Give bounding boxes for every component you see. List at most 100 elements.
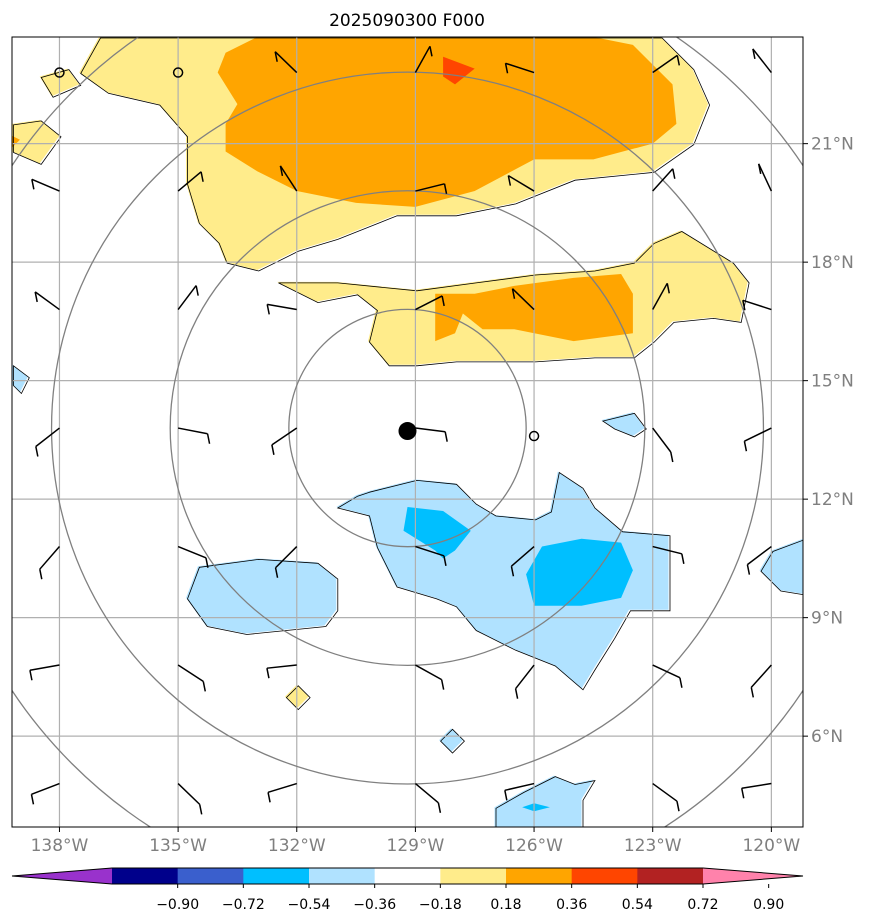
x-tick-label-4: 126°W bbox=[505, 836, 563, 856]
barb-shaft bbox=[415, 664, 443, 681]
colorbar-swatch-3 bbox=[309, 868, 376, 884]
x-tick-label-5: 123°W bbox=[624, 836, 682, 856]
wind-barb-33 bbox=[652, 545, 685, 564]
barb-flag bbox=[504, 63, 509, 74]
barb-flag bbox=[35, 446, 39, 457]
colorbar-tick-label-6: 0.36 bbox=[556, 897, 587, 913]
barb-flag bbox=[195, 285, 199, 296]
wind-barb-4 bbox=[504, 62, 535, 74]
barb-flag bbox=[679, 677, 683, 688]
contour-fill-4-0 bbox=[403, 507, 471, 559]
barb-shaft bbox=[652, 168, 674, 192]
barb-shaft bbox=[35, 427, 60, 448]
barb-shaft bbox=[744, 427, 772, 442]
barb-flag bbox=[672, 168, 676, 179]
barb-shaft bbox=[177, 285, 197, 311]
contour-line-0-2 bbox=[13, 120, 62, 165]
y-tick-label-1: 18°N bbox=[811, 253, 854, 273]
barb-flag bbox=[507, 175, 512, 186]
wind-barb-16 bbox=[266, 303, 297, 315]
wind-barb-25 bbox=[528, 430, 540, 442]
barb-flag bbox=[31, 179, 35, 190]
wind-barb-12 bbox=[652, 168, 676, 192]
chart-title: 2025090300 F000 bbox=[329, 11, 485, 31]
wind-barb-30 bbox=[274, 546, 298, 578]
wind-barb-32 bbox=[510, 545, 535, 577]
contour-fill-2-0 bbox=[443, 56, 475, 85]
wind-barb-14 bbox=[34, 291, 60, 311]
barb-shaft bbox=[415, 545, 445, 557]
range-ring-2 bbox=[50, 71, 765, 785]
barb-flag bbox=[267, 792, 271, 803]
wind-barb-35 bbox=[29, 664, 60, 681]
barb-shaft bbox=[279, 165, 298, 192]
contour-line-0-0 bbox=[80, 37, 711, 272]
contour-line-3-3 bbox=[601, 412, 647, 438]
wind-barb-6 bbox=[752, 48, 772, 74]
storm-center-marker bbox=[398, 422, 417, 441]
wind-barb-36 bbox=[177, 664, 207, 692]
barb-shaft bbox=[266, 664, 297, 669]
colorbar-swatch-7 bbox=[571, 868, 638, 884]
contour-fill-3-1 bbox=[186, 558, 337, 634]
barb-shaft bbox=[507, 174, 535, 192]
wind-barb-38 bbox=[415, 664, 445, 690]
wind-barb-46 bbox=[504, 782, 535, 801]
wind-barb-3 bbox=[414, 45, 433, 73]
contour-line-3-1 bbox=[187, 558, 339, 635]
colorbar-swatch-0 bbox=[112, 868, 179, 884]
barb-shaft bbox=[29, 664, 60, 671]
barb-flag bbox=[670, 451, 674, 463]
barb-flag bbox=[743, 441, 748, 452]
barb-shaft bbox=[267, 303, 297, 311]
range-ring-1 bbox=[169, 190, 646, 666]
contour-line-3-0 bbox=[336, 471, 671, 691]
wind-barb-37 bbox=[266, 664, 297, 679]
barb-flag bbox=[666, 283, 670, 294]
plot-frame bbox=[11, 36, 804, 828]
barb-flag bbox=[757, 163, 762, 175]
calm-circle bbox=[54, 67, 65, 78]
barb-flag bbox=[444, 431, 448, 442]
y-tick-label-4: 9°N bbox=[811, 609, 843, 629]
barb-shaft bbox=[742, 299, 772, 311]
barb-flag bbox=[441, 295, 445, 307]
barb-shaft bbox=[652, 427, 672, 453]
barb-flag bbox=[676, 55, 681, 66]
barb-flag bbox=[443, 183, 448, 194]
barb-shaft bbox=[652, 54, 678, 74]
barb-shaft bbox=[510, 545, 535, 567]
contour-line-0-3 bbox=[40, 69, 82, 98]
colorbar-swatch-2 bbox=[243, 868, 310, 884]
barb-flag bbox=[202, 681, 207, 692]
contour-line-3-2 bbox=[495, 776, 596, 827]
wind-barb-19 bbox=[652, 282, 670, 310]
barb-shaft bbox=[31, 782, 60, 796]
contour-fill-3-5 bbox=[12, 364, 28, 393]
colorbar-swatch-5 bbox=[440, 868, 507, 884]
wind-barb-41 bbox=[750, 664, 772, 698]
barb-flag bbox=[198, 804, 203, 815]
wind-barb-34 bbox=[746, 545, 772, 575]
range-ring-0 bbox=[288, 308, 527, 548]
contour-line-3-5 bbox=[13, 364, 30, 395]
wind-barb-48 bbox=[740, 782, 772, 799]
wind-barb-0 bbox=[54, 67, 65, 78]
wind-barb-5 bbox=[652, 54, 681, 74]
colorbar-swatch-1 bbox=[177, 868, 244, 884]
colorbar-tick-label-5: 0.18 bbox=[490, 897, 521, 913]
wind-barb-31 bbox=[415, 545, 447, 566]
wind-barb-7 bbox=[31, 178, 60, 192]
barb-flag bbox=[30, 794, 35, 805]
colorbar: −0.90 −0.72 −0.54 −0.36 −0.18 0.18 0.36 0.54 0.7… bbox=[11, 867, 804, 913]
barb-shaft bbox=[177, 545, 207, 559]
y-tick-label-5: 6°N bbox=[811, 727, 843, 747]
wind-barb-22 bbox=[177, 427, 211, 444]
barb-flag bbox=[440, 679, 445, 690]
contour-line-0-4 bbox=[285, 685, 311, 711]
x-tick-label-6: 120°W bbox=[742, 836, 800, 856]
barb-flag bbox=[200, 171, 204, 182]
wind-barb-45 bbox=[414, 782, 442, 813]
barb-shaft bbox=[741, 782, 772, 789]
barb-shaft bbox=[652, 545, 683, 555]
